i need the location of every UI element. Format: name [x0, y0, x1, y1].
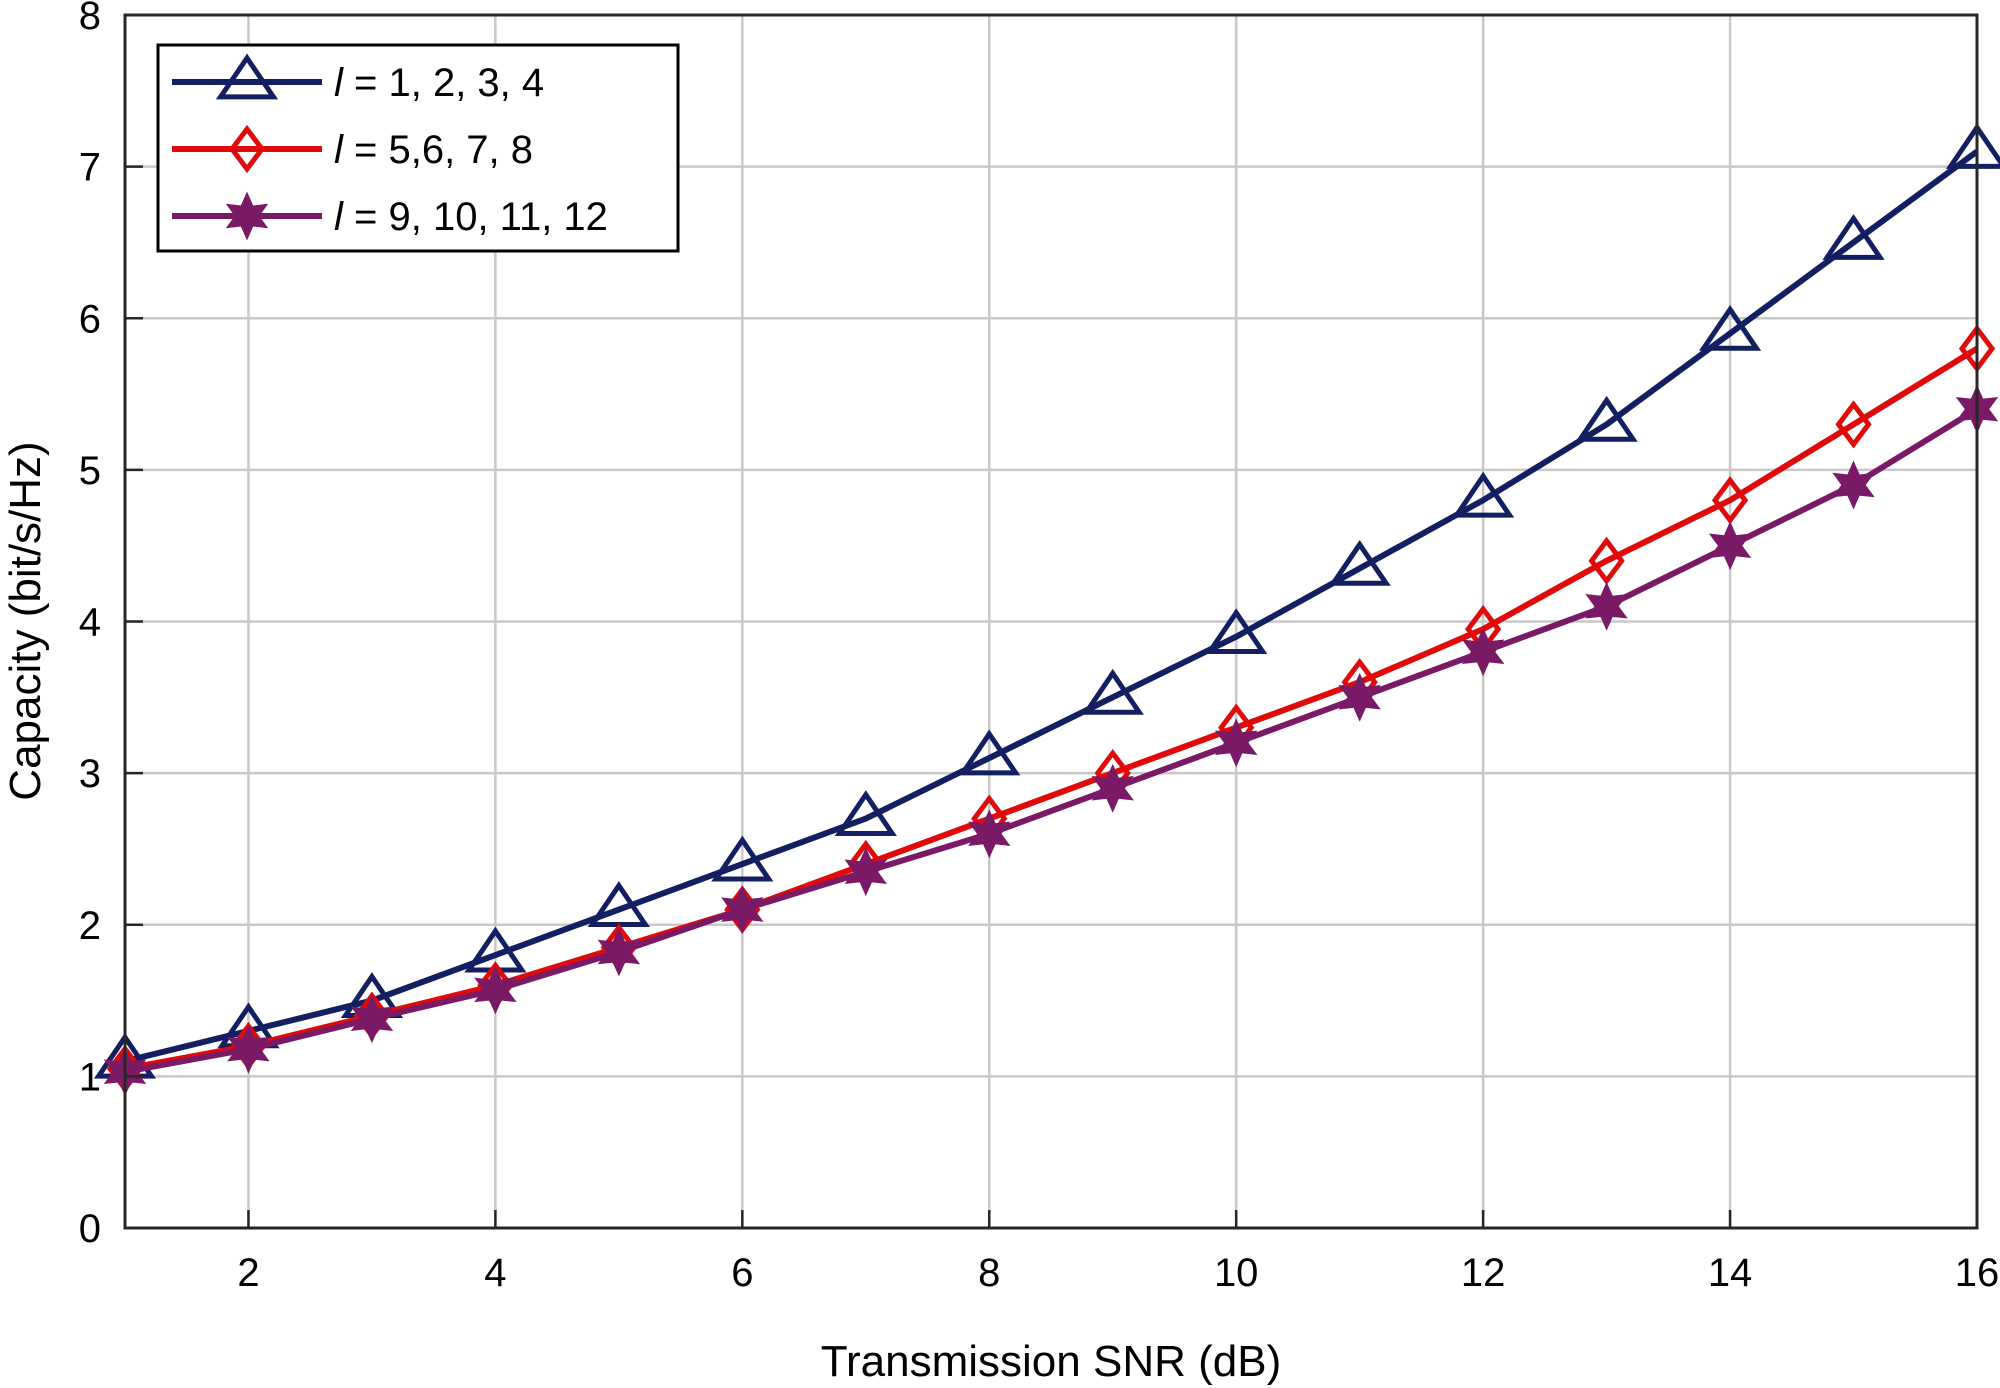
- legend-variable: l: [334, 61, 344, 105]
- data-point: [1575, 395, 1638, 442]
- legend-marker: [228, 124, 266, 174]
- legend-marker: [225, 191, 269, 241]
- x-tick-label: 12: [1461, 1251, 1506, 1295]
- y-tick-label: 7: [79, 146, 101, 190]
- data-point: [597, 927, 641, 977]
- x-axis-label: Transmission SNR (dB): [821, 1337, 1281, 1386]
- data-point: [1708, 521, 1752, 571]
- data-point: [1461, 627, 1505, 677]
- legend-variable: l: [334, 195, 344, 239]
- x-tick-label: 4: [484, 1251, 506, 1295]
- series-line: [124, 149, 1979, 1065]
- data-point: [834, 790, 897, 836]
- y-tick-label: 4: [79, 601, 101, 645]
- y-tick-label: 2: [79, 904, 101, 948]
- legend-values: = 1, 2, 3, 4: [343, 61, 544, 105]
- data-point: [721, 885, 764, 935]
- legend-entry: l = 5,6, 7, 8: [172, 124, 533, 174]
- legend-label: l = 1, 2, 3, 4: [334, 61, 544, 105]
- data-point: [474, 965, 517, 1015]
- x-tick-label: 2: [237, 1251, 259, 1295]
- data-point: [1091, 763, 1134, 813]
- legend-marker: [215, 53, 279, 100]
- y-tick-label: 5: [79, 449, 101, 493]
- data-point: [968, 809, 1011, 859]
- data-point: [227, 1024, 270, 1074]
- legend-variable: l: [334, 128, 344, 172]
- data-point: [844, 847, 888, 897]
- data-point: [1452, 471, 1515, 518]
- legend: l = 1, 2, 3, 4l = 5,6, 7, 8l = 9, 10, 11…: [156, 43, 680, 253]
- data-point: [1832, 460, 1875, 510]
- data-point: [1698, 304, 1762, 351]
- data-point: [1585, 581, 1628, 631]
- legend-entry: l = 9, 10, 11, 12: [172, 191, 608, 241]
- y-tick-label: 0: [79, 1207, 101, 1251]
- y-tick-label: 6: [79, 297, 101, 341]
- legend-label: l = 9, 10, 11, 12: [334, 195, 608, 239]
- series-1: [93, 123, 2000, 1079]
- legend-values: = 9, 10, 11, 12: [343, 195, 608, 239]
- y-tick-label: 1: [79, 1055, 101, 1099]
- y-tick-label: 8: [79, 0, 101, 38]
- series-line: [124, 346, 1979, 1072]
- data-point: [1214, 718, 1258, 768]
- data-point: [1205, 608, 1268, 655]
- x-tick-label: 6: [731, 1251, 753, 1295]
- x-tick-label: 14: [1708, 1251, 1753, 1295]
- x-tick-label: 10: [1214, 1251, 1259, 1295]
- data-point: [1588, 536, 1625, 586]
- data-point: [1338, 672, 1381, 722]
- legend-label: l = 5,6, 7, 8: [334, 128, 533, 172]
- series-line: [124, 406, 1979, 1075]
- data-point: [1081, 668, 1144, 715]
- data-point: [1835, 400, 1872, 449]
- legend-values: = 5,6, 7, 8: [343, 128, 533, 172]
- series-layer: [93, 123, 2000, 1097]
- data-point: [1328, 539, 1391, 586]
- y-axis-label: Capacity (bit/s/Hz): [1, 441, 50, 800]
- y-tick-label: 3: [79, 752, 101, 796]
- data-point: [711, 835, 774, 882]
- x-tick-label: 16: [1955, 1251, 2000, 1295]
- data-point: [1822, 213, 1885, 260]
- legend-entry: l = 1, 2, 3, 4: [172, 53, 544, 105]
- x-tick-label: 8: [978, 1251, 1000, 1295]
- data-point: [350, 994, 394, 1044]
- data-point: [1711, 476, 1749, 525]
- data-point: [958, 729, 1021, 776]
